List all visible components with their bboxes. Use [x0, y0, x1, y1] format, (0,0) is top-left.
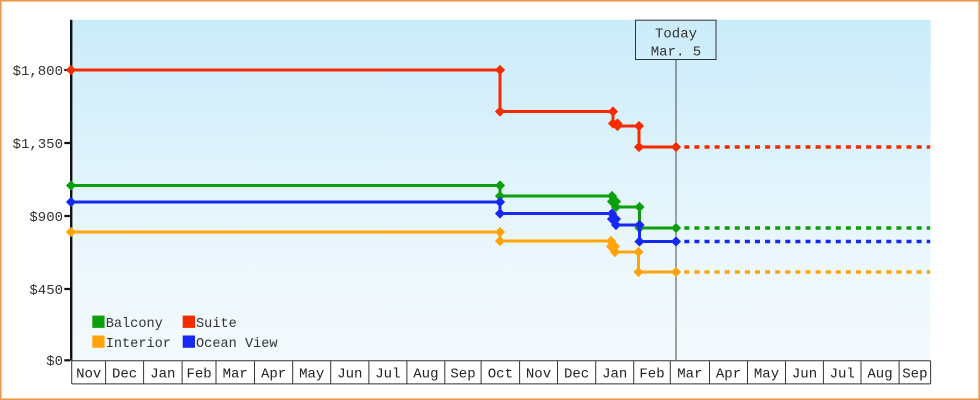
svg-text:$0: $0 [46, 354, 63, 370]
svg-text:Jun: Jun [337, 367, 362, 383]
svg-text:Dec: Dec [112, 367, 137, 383]
svg-text:Feb: Feb [186, 367, 211, 383]
svg-text:Oct: Oct [488, 367, 513, 383]
svg-text:Mar: Mar [677, 367, 702, 383]
svg-text:Mar: Mar [223, 367, 248, 383]
svg-text:Jan: Jan [150, 367, 175, 383]
svg-text:Aug: Aug [413, 367, 438, 383]
svg-text:Nov: Nov [76, 367, 101, 383]
svg-text:Interior: Interior [106, 337, 171, 352]
svg-text:Dec: Dec [564, 367, 589, 383]
svg-text:Balcony: Balcony [106, 317, 163, 332]
svg-text:Jun: Jun [792, 367, 817, 383]
svg-text:$1,350: $1,350 [13, 137, 63, 153]
svg-text:Sep: Sep [450, 367, 475, 383]
svg-text:$900: $900 [29, 210, 63, 226]
svg-text:Suite: Suite [196, 317, 237, 332]
svg-text:Apr: Apr [261, 367, 286, 383]
svg-text:Nov: Nov [526, 367, 551, 383]
svg-text:May: May [299, 367, 324, 383]
svg-text:Feb: Feb [639, 367, 664, 383]
svg-text:Ocean View: Ocean View [196, 337, 278, 352]
svg-text:May: May [754, 367, 779, 383]
svg-text:Aug: Aug [867, 367, 892, 383]
svg-text:Jul: Jul [375, 367, 400, 383]
svg-text:Jul: Jul [830, 367, 855, 383]
svg-text:$450: $450 [29, 283, 63, 299]
svg-text:Mar. 5: Mar. 5 [651, 45, 701, 61]
svg-text:$1,800: $1,800 [13, 64, 63, 80]
svg-text:Sep: Sep [902, 367, 927, 383]
svg-text:Today: Today [655, 27, 697, 43]
svg-text:Jan: Jan [602, 367, 627, 383]
svg-text:Apr: Apr [716, 367, 741, 383]
